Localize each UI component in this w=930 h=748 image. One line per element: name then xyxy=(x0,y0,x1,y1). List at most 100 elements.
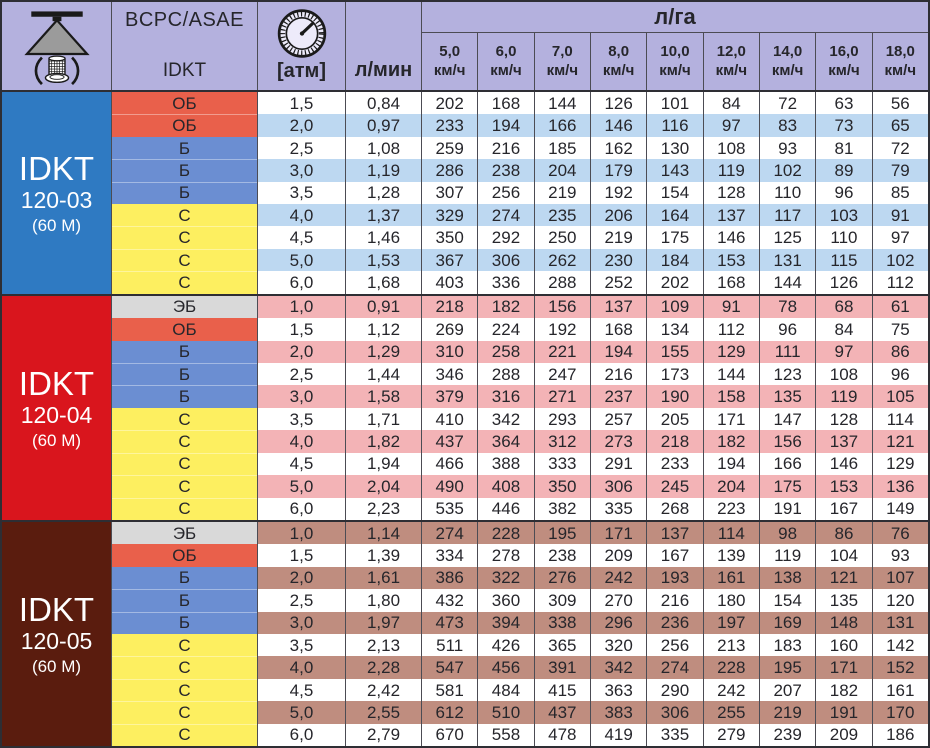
cell-rate: 167 xyxy=(816,497,873,520)
speed-value: 8,0 xyxy=(608,42,630,60)
cell-pressure: 2,0 xyxy=(258,114,346,137)
cell-flow: 0,97 xyxy=(346,114,422,137)
table-row: Б 3,0 1,19 286 238 204 179 143 119 102 89 79 xyxy=(112,159,928,182)
speed-unit: км/ч xyxy=(546,61,579,79)
cell-rate: 63 xyxy=(816,92,873,115)
cell-droplet-class: С xyxy=(112,430,258,453)
cell-pressure: 5,0 xyxy=(258,475,346,498)
cell-rate: 78 xyxy=(759,295,817,319)
cell-flow: 1,12 xyxy=(346,318,422,341)
cell-rate: 394 xyxy=(478,611,535,634)
cell-rate: 108 xyxy=(703,136,760,160)
cell-rate: 510 xyxy=(478,701,535,724)
cell-droplet-class: С xyxy=(112,723,258,747)
cell-rate: 137 xyxy=(816,430,873,453)
cell-flow: 1,14 xyxy=(346,521,422,545)
cell-rate: 144 xyxy=(703,362,760,386)
cell-rate: 164 xyxy=(647,204,704,227)
group-model: IDKT xyxy=(18,364,95,402)
table-row: Б 3,5 1,28 307 256 219 192 154 128 110 96 85 xyxy=(112,181,928,205)
cell-rate: 288 xyxy=(534,271,591,294)
cell-flow: 1,44 xyxy=(346,362,422,386)
cell-rate: 192 xyxy=(590,181,648,205)
table-row: Б 3,0 1,97 473 394 338 296 236 197 169 148 131 xyxy=(112,611,928,634)
cell-rate: 342 xyxy=(478,407,535,431)
cell-rate: 102 xyxy=(872,248,928,272)
group-model: IDKT xyxy=(18,591,95,629)
speed-header-cell: 7,0 км/ч xyxy=(535,33,591,90)
cell-rate: 91 xyxy=(872,204,928,227)
cell-rate: 175 xyxy=(647,226,704,249)
nozzle-group-120-05: IDKT 120-05 (60 M) ЭБ 1,0 1,14 274 228 195 171 137… xyxy=(2,519,928,747)
cell-pressure: 6,0 xyxy=(258,723,346,747)
cell-droplet-class: ОБ xyxy=(112,544,258,567)
cell-rate: 478 xyxy=(534,723,591,747)
classification-standard-label: BCPC/ASAE xyxy=(125,9,244,31)
flow-header: л/мин xyxy=(346,2,422,90)
cell-rate: 98 xyxy=(759,521,817,545)
cell-rate: 156 xyxy=(759,430,817,453)
table-row: Б 3,0 1,58 379 316 271 237 190 158 135 119 105 xyxy=(112,385,928,408)
cell-rate: 86 xyxy=(816,521,873,545)
cell-rate: 86 xyxy=(872,340,928,363)
cell-pressure: 5,0 xyxy=(258,701,346,724)
table-row: С 4,5 1,46 350 292 250 219 175 146 125 110 97 xyxy=(112,226,928,249)
table-row: Б 2,0 1,61 386 322 276 242 193 161 138 121 107 xyxy=(112,566,928,590)
cell-rate: 291 xyxy=(590,452,648,476)
cell-rate: 490 xyxy=(422,475,479,498)
cell-droplet-class: ЭБ xyxy=(112,521,258,545)
cell-rate: 216 xyxy=(590,362,648,386)
cell-rate: 73 xyxy=(816,114,873,137)
cell-droplet-class: С xyxy=(112,701,258,724)
speed-value: 12,0 xyxy=(716,42,746,60)
cell-rate: 511 xyxy=(422,633,479,657)
cell-rate: 110 xyxy=(759,181,817,205)
cell-droplet-class: С xyxy=(112,678,258,702)
cell-rate: 238 xyxy=(478,159,535,182)
cell-rate: 191 xyxy=(816,701,873,724)
cell-pressure: 3,0 xyxy=(258,611,346,634)
cell-flow: 1,39 xyxy=(346,544,422,567)
cell-pressure: 5,0 xyxy=(258,248,346,272)
cell-rate: 329 xyxy=(422,204,479,227)
speed-value: 10,0 xyxy=(660,42,690,60)
cell-rate: 202 xyxy=(422,92,479,115)
table-row: ОБ 2,0 0,97 233 194 166 146 116 97 83 73 65 xyxy=(112,114,928,137)
nozzle-group-120-04: IDKT 120-04 (60 M) ЭБ 1,0 0,91 218 182 156 137 109… xyxy=(2,293,928,520)
cell-flow: 1,68 xyxy=(346,271,422,294)
cell-rate: 146 xyxy=(816,452,873,476)
cell-rate: 160 xyxy=(816,633,873,657)
cell-rate: 350 xyxy=(422,226,479,249)
cell-rate: 136 xyxy=(872,475,928,498)
cell-rate: 278 xyxy=(478,544,535,567)
cell-rate: 128 xyxy=(816,407,873,431)
cell-rate: 137 xyxy=(647,521,704,545)
cell-pressure: 3,0 xyxy=(258,159,346,182)
cell-rate: 219 xyxy=(534,181,591,205)
cell-rate: 173 xyxy=(647,362,704,386)
cell-rate: 182 xyxy=(703,430,760,453)
cell-droplet-class: Б xyxy=(112,589,258,612)
cell-droplet-class: ОБ xyxy=(112,114,258,137)
cell-rate: 89 xyxy=(816,159,873,182)
cell-rate: 135 xyxy=(816,589,873,612)
table-row: С 4,0 2,28 547 456 391 342 274 228 195 171 152 xyxy=(112,656,928,679)
cell-rate: 233 xyxy=(647,452,704,476)
speed-header-cell: 5,0 км/ч xyxy=(422,33,479,90)
cell-rate: 388 xyxy=(478,452,535,476)
cell-rate: 75 xyxy=(872,318,928,341)
spray-nozzle-icon xyxy=(23,11,90,85)
cell-rate: 391 xyxy=(534,656,591,679)
cell-flow: 2,42 xyxy=(346,678,422,702)
cell-rate: 382 xyxy=(534,497,591,520)
cell-rate: 419 xyxy=(590,723,648,747)
table-row: Б 2,5 1,80 432 360 309 270 216 180 154 135 120 xyxy=(112,589,928,612)
cell-rate: 158 xyxy=(703,385,760,408)
cell-rate: 97 xyxy=(872,226,928,249)
cell-rate: 320 xyxy=(590,633,648,657)
cell-droplet-class: С xyxy=(112,497,258,520)
cell-rate: 161 xyxy=(872,678,928,702)
cell-rate: 247 xyxy=(534,362,591,386)
group-label-120-05: IDKT 120-05 (60 M) xyxy=(2,521,112,746)
